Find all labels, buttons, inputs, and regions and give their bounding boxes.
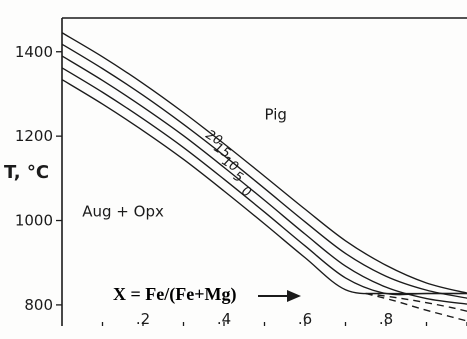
y-axis-label: T, °C xyxy=(4,162,49,183)
x-axis-label: X = Fe/(Fe+Mg) xyxy=(113,284,236,305)
x-tick-label-0-4: .4 xyxy=(217,310,231,328)
curve-10 xyxy=(61,55,467,305)
curves-layer xyxy=(61,32,467,322)
axes-layer xyxy=(56,17,467,326)
x-tick-label-0-6: .6 xyxy=(298,310,312,328)
x-tick-label-0-8: .8 xyxy=(379,310,393,328)
curve-label-0: 0 xyxy=(239,184,254,201)
region-label-aug-opx: Aug + Opx xyxy=(82,202,164,220)
y-tick-label-1400: 1400 xyxy=(15,43,53,61)
x-tick-label-0-2: .2 xyxy=(136,310,150,328)
curve-15 xyxy=(61,43,467,299)
region-label-pig: Pig xyxy=(265,105,287,123)
y-tick-label-1200: 1200 xyxy=(15,127,53,145)
x-axis-arrow-head xyxy=(287,290,301,302)
curve-5 xyxy=(61,67,467,296)
y-tick-label-1000: 1000 xyxy=(15,212,53,230)
curve-20 xyxy=(61,32,467,294)
curve-label-15: 15 xyxy=(211,140,233,161)
curve-label-10: 10 xyxy=(219,154,241,175)
y-tick-label-800: 800 xyxy=(24,296,53,314)
curve-label-20: 20 xyxy=(203,127,225,148)
